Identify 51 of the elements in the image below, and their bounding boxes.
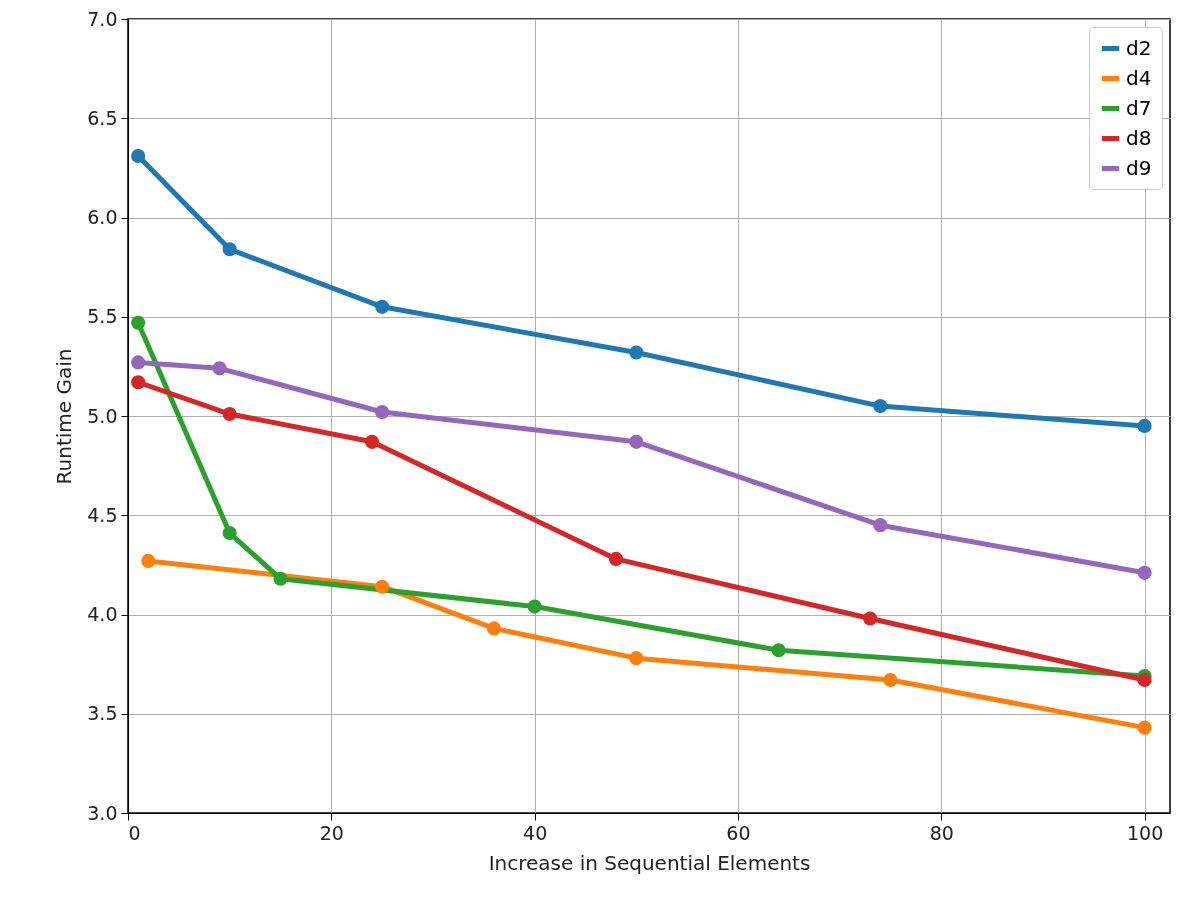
point [222, 526, 237, 541]
point [375, 579, 390, 594]
point [1137, 672, 1152, 688]
x-tick-label: 100 [1126, 821, 1164, 844]
point [131, 375, 146, 390]
legend-label: d4 [1126, 65, 1152, 90]
point [629, 434, 644, 449]
point [1137, 418, 1152, 433]
legend-label: d7 [1126, 95, 1152, 120]
x-tick-label: 20 [319, 821, 344, 844]
point [873, 518, 888, 533]
point [222, 242, 237, 257]
x-tick-label: 40 [523, 821, 548, 844]
y-tick-label: 4.0 [87, 603, 118, 625]
y-tick-label: 3.5 [87, 702, 118, 725]
point [141, 553, 156, 568]
point [486, 621, 502, 636]
point [375, 404, 390, 420]
x-tick-label: 80 [929, 821, 954, 844]
point [364, 434, 380, 449]
point [375, 299, 390, 314]
x-tick-label: 60 [726, 821, 751, 844]
point [863, 611, 878, 626]
y-tick-label: 4.5 [87, 503, 118, 526]
point [131, 355, 146, 370]
point [629, 345, 644, 360]
point [222, 406, 237, 422]
point [1137, 565, 1152, 580]
y-tick-label: 5.5 [87, 305, 118, 328]
legend-label: d2 [1126, 35, 1152, 60]
legend-label: d8 [1126, 125, 1152, 150]
y-axis-title: Runtime Gain [52, 348, 77, 485]
point [873, 399, 888, 414]
point [608, 551, 624, 566]
point [1137, 720, 1152, 735]
point [273, 571, 288, 586]
point [212, 361, 227, 376]
y-tick-label: 5.0 [87, 404, 118, 427]
point [131, 148, 146, 164]
point [771, 643, 786, 658]
y-tick-label: 6.5 [87, 106, 118, 129]
point [629, 651, 644, 666]
point [883, 672, 898, 688]
point [527, 599, 542, 614]
y-tick-label: 7.0 [87, 7, 118, 30]
point [131, 315, 146, 330]
x-tick-label: 0 [128, 821, 141, 844]
x-axis-title: Increase in Sequential Elements [488, 850, 811, 875]
y-tick-label: 6.0 [87, 206, 118, 228]
y-tick-label: 3.0 [87, 801, 118, 824]
legend-label: d9 [1126, 155, 1152, 180]
